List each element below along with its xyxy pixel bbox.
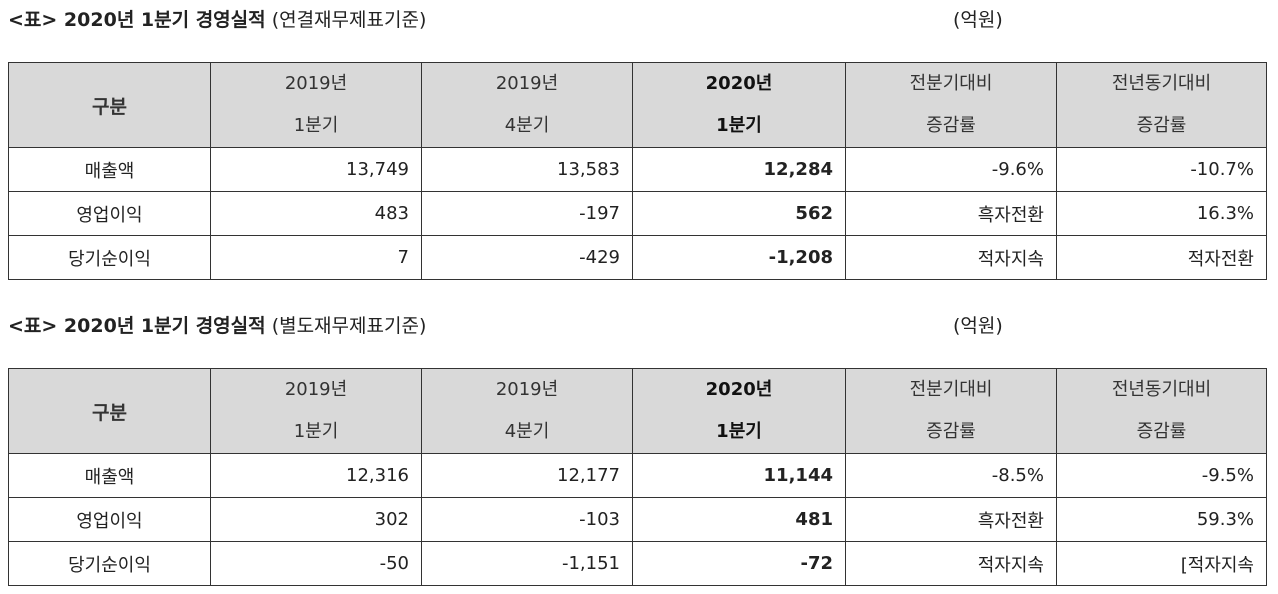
cell-value: -8.5%: [845, 453, 1057, 498]
row-label: 당기순이익: [8, 541, 211, 586]
cell-value: 13,583: [421, 147, 633, 192]
cell-value: 13,749: [210, 147, 422, 192]
header-yoy-change: 전년동기대비 증감률: [1056, 62, 1267, 148]
cell-value: -10.7%: [1056, 147, 1267, 192]
cell-value: 흑자전환: [845, 191, 1057, 236]
cell-value: -429: [421, 235, 633, 280]
cell-value: -9.5%: [1056, 453, 1267, 498]
header-qoq-change: 전분기대비 증감률: [845, 62, 1057, 148]
header-category: 구분: [8, 62, 211, 148]
cell-value: 12,177: [421, 453, 633, 498]
header-2019-q1: 2019년 1분기: [210, 62, 422, 148]
header-line2: 4분기: [504, 421, 550, 442]
cell-value: 적자전환: [1056, 235, 1267, 280]
header-line2: 증감률: [1136, 421, 1187, 442]
cell-value: -50: [210, 541, 422, 586]
table-heading: <표> 2020년 1분기 경영실적 (연결재무제표기준) (억원): [8, 0, 1266, 40]
cell-value: 16.3%: [1056, 191, 1267, 236]
header-line1: 전분기대비: [909, 379, 993, 400]
header-line1: 전년동기대비: [1111, 73, 1212, 94]
cell-value: 302: [210, 497, 422, 542]
table-row-revenue: 매출액 13,749 13,583 12,284 -9.6% -10.7%: [8, 147, 1267, 192]
cell-value: -197: [421, 191, 633, 236]
cell-value: 483: [210, 191, 422, 236]
table-heading: <표> 2020년 1분기 경영실적 (별도재무제표기준) (억원): [8, 306, 1266, 346]
cell-value: -72: [632, 541, 846, 586]
header-2019-q4: 2019년 4분기: [421, 368, 633, 454]
separate-results-table: 구분 2019년 1분기 2019년 4분기 2020년 1분기 전분기대비 증…: [8, 368, 1267, 586]
table-row-net-income: 당기순이익 -50 -1,151 -72 적자지속 [적자지속: [8, 541, 1267, 586]
table-title: <표> 2020년 1분기 경영실적: [8, 9, 266, 31]
header-2020-q1: 2020년 1분기: [632, 368, 846, 454]
header-line2: 증감률: [926, 421, 976, 442]
table-basis: (연결재무제표기준): [271, 9, 427, 31]
cell-value: 12,316: [210, 453, 422, 498]
header-2019-q4: 2019년 4분기: [421, 62, 633, 148]
separate-results-section: <표> 2020년 1분기 경영실적 (별도재무제표기준) (억원) 구분 20…: [8, 306, 1267, 586]
table-row-net-income: 당기순이익 7 -429 -1,208 적자지속 적자전환: [8, 235, 1267, 280]
table-header-row: 구분 2019년 1분기 2019년 4분기 2020년 1분기 전분기대비 증…: [8, 368, 1267, 454]
header-line1: 2019년: [495, 73, 559, 94]
cell-value: -1,208: [632, 235, 846, 280]
header-line1: 2020년: [705, 73, 773, 94]
cell-value: 적자지속: [845, 235, 1057, 280]
header-line1: 2019년: [495, 379, 559, 400]
cell-value: -1,151: [421, 541, 633, 586]
table-row-operating-profit: 영업이익 483 -197 562 흑자전환 16.3%: [8, 191, 1267, 236]
cell-value: 12,284: [632, 147, 846, 192]
header-2020-q1: 2020년 1분기: [632, 62, 846, 148]
cell-value: 11,144: [632, 453, 846, 498]
row-label: 당기순이익: [8, 235, 211, 280]
cell-value: -103: [421, 497, 633, 542]
table-row-operating-profit: 영업이익 302 -103 481 흑자전환 59.3%: [8, 497, 1267, 542]
consolidated-results-table: 구분 2019년 1분기 2019년 4분기 2020년 1분기 전분기대비 증…: [8, 62, 1267, 280]
table-header-row: 구분 2019년 1분기 2019년 4분기 2020년 1분기 전분기대비 증…: [8, 62, 1267, 148]
header-2019-q1: 2019년 1분기: [210, 368, 422, 454]
header-category: 구분: [8, 368, 211, 454]
row-label: 매출액: [8, 453, 211, 498]
table-row-revenue: 매출액 12,316 12,177 11,144 -8.5% -9.5%: [8, 453, 1267, 498]
row-label: 매출액: [8, 147, 211, 192]
header-line1: 전분기대비: [909, 73, 993, 94]
consolidated-results-section: <표> 2020년 1분기 경영실적 (연결재무제표기준) (억원) 구분 20…: [8, 0, 1267, 280]
cell-value: 562: [632, 191, 846, 236]
header-line1: 2020년: [705, 379, 773, 400]
unit-label: (억원): [953, 315, 1003, 337]
cell-value: -9.6%: [845, 147, 1057, 192]
header-qoq-change: 전분기대비 증감률: [845, 368, 1057, 454]
header-line2: 증감률: [1136, 115, 1187, 136]
cell-value: 흑자전환: [845, 497, 1057, 542]
header-line2: 1분기: [293, 115, 339, 136]
header-line1: 2019년: [284, 73, 348, 94]
cell-value: 59.3%: [1056, 497, 1267, 542]
row-label: 영업이익: [8, 191, 211, 236]
header-line2: 1분기: [293, 421, 339, 442]
cell-value: 481: [632, 497, 846, 542]
unit-label: (억원): [953, 9, 1003, 31]
cell-value: [적자지속: [1056, 541, 1267, 586]
header-line2: 1분기: [716, 115, 762, 136]
header-line2: 4분기: [504, 115, 550, 136]
header-yoy-change: 전년동기대비 증감률: [1056, 368, 1267, 454]
table-title: <표> 2020년 1분기 경영실적: [8, 315, 266, 337]
row-label: 영업이익: [8, 497, 211, 542]
header-line1: 2019년: [284, 379, 348, 400]
header-line2: 1분기: [716, 421, 762, 442]
header-line1: 전년동기대비: [1111, 379, 1212, 400]
cell-value: 7: [210, 235, 422, 280]
cell-value: 적자지속: [845, 541, 1057, 586]
table-basis: (별도재무제표기준): [271, 315, 427, 337]
header-line2: 증감률: [926, 115, 976, 136]
